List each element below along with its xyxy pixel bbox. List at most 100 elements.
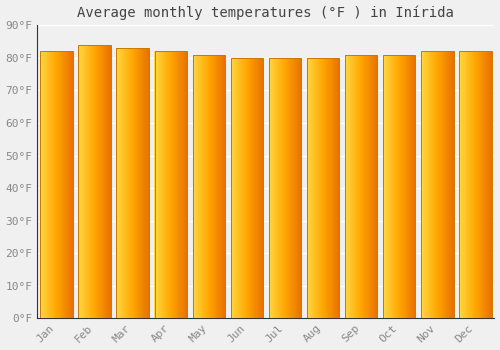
Bar: [277, 58, 278, 318]
Bar: [384, 55, 385, 318]
Bar: [297, 58, 298, 318]
Bar: [251, 58, 252, 318]
Bar: [116, 48, 117, 318]
Bar: [488, 51, 489, 318]
Bar: [230, 58, 263, 318]
Bar: [295, 58, 296, 318]
Bar: [236, 58, 237, 318]
Bar: [142, 48, 143, 318]
Bar: [260, 58, 261, 318]
Bar: [81, 45, 82, 318]
Bar: [392, 55, 394, 318]
Bar: [245, 58, 246, 318]
Bar: [358, 55, 359, 318]
Bar: [319, 58, 320, 318]
Bar: [373, 55, 374, 318]
Bar: [405, 55, 406, 318]
Bar: [171, 51, 172, 318]
Bar: [485, 51, 486, 318]
Bar: [318, 58, 319, 318]
Bar: [349, 55, 350, 318]
Bar: [57, 51, 58, 318]
Bar: [449, 51, 450, 318]
Bar: [46, 51, 48, 318]
Bar: [453, 51, 454, 318]
Bar: [427, 51, 428, 318]
Bar: [96, 45, 98, 318]
Bar: [237, 58, 238, 318]
Bar: [345, 55, 378, 318]
Bar: [255, 58, 256, 318]
Bar: [170, 51, 171, 318]
Bar: [180, 51, 181, 318]
Bar: [41, 51, 42, 318]
Bar: [423, 51, 424, 318]
Bar: [146, 48, 147, 318]
Bar: [138, 48, 139, 318]
Bar: [56, 51, 57, 318]
Bar: [144, 48, 145, 318]
Bar: [484, 51, 485, 318]
Bar: [481, 51, 482, 318]
Bar: [324, 58, 326, 318]
Bar: [441, 51, 442, 318]
Bar: [210, 55, 211, 318]
Bar: [402, 55, 403, 318]
Bar: [97, 45, 98, 318]
Bar: [65, 51, 66, 318]
Bar: [193, 55, 194, 318]
Bar: [332, 58, 333, 318]
Bar: [450, 51, 451, 318]
Bar: [87, 45, 88, 318]
Bar: [463, 51, 464, 318]
Bar: [174, 51, 175, 318]
Bar: [181, 51, 182, 318]
Bar: [216, 55, 217, 318]
Bar: [86, 45, 87, 318]
Bar: [299, 58, 300, 318]
Bar: [452, 51, 453, 318]
Bar: [184, 51, 185, 318]
Bar: [253, 58, 254, 318]
Bar: [356, 55, 357, 318]
Bar: [173, 51, 174, 318]
Bar: [464, 51, 465, 318]
Bar: [268, 58, 270, 318]
Bar: [46, 51, 47, 318]
Bar: [421, 51, 422, 318]
Bar: [59, 51, 60, 318]
Bar: [214, 55, 216, 318]
Bar: [220, 55, 221, 318]
Bar: [239, 58, 240, 318]
Bar: [143, 48, 144, 318]
Bar: [286, 58, 287, 318]
Bar: [148, 48, 149, 318]
Bar: [54, 51, 55, 318]
Bar: [69, 51, 70, 318]
Bar: [211, 55, 212, 318]
Bar: [491, 51, 492, 318]
Bar: [60, 51, 61, 318]
Bar: [127, 48, 128, 318]
Bar: [451, 51, 452, 318]
Bar: [486, 51, 488, 318]
Bar: [386, 55, 387, 318]
Bar: [94, 45, 95, 318]
Bar: [272, 58, 273, 318]
Bar: [43, 51, 44, 318]
Bar: [276, 58, 277, 318]
Bar: [274, 58, 275, 318]
Bar: [275, 58, 276, 318]
Bar: [376, 55, 377, 318]
Bar: [472, 51, 474, 318]
Bar: [337, 58, 338, 318]
Bar: [176, 51, 177, 318]
Bar: [184, 51, 186, 318]
Bar: [71, 51, 72, 318]
Bar: [487, 51, 488, 318]
Bar: [109, 45, 110, 318]
Bar: [476, 51, 477, 318]
Bar: [172, 51, 173, 318]
Bar: [336, 58, 337, 318]
Bar: [134, 48, 135, 318]
